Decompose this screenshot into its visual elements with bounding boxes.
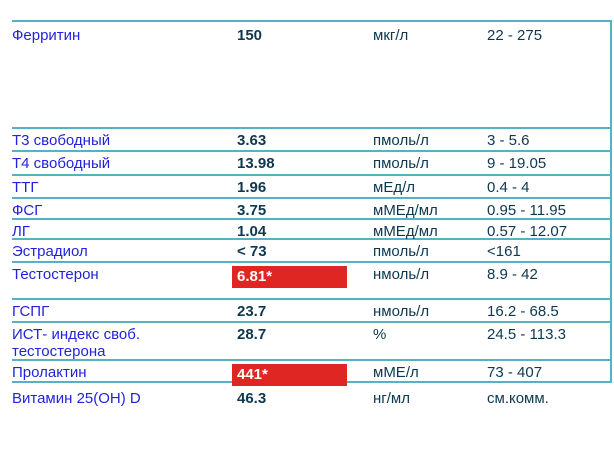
analyte-value: 3.75 — [237, 202, 267, 219]
table-row: ТТГ 1.96 мЕд/л 0.4 - 4 — [12, 174, 610, 197]
table-row: ИСТ- индекс своб. тестостерона 28.7% 24.5 … — [12, 321, 610, 360]
analyte-unit: мМЕд/мл — [373, 223, 438, 240]
analyte-value: 150 — [237, 27, 263, 44]
analyte-reference-range: 3 - 5.6 — [487, 132, 530, 149]
analyte-reference-range: 24.5 - 113.3 — [487, 326, 566, 343]
analyte-reference-range: 22 - 275 — [487, 27, 543, 44]
table-row: Тестостерон 6.81* нмоль/л 8.9 - 42 — [12, 261, 610, 298]
analyte-name: Ферритин — [12, 27, 81, 44]
analyte-value: < 73 — [237, 243, 267, 260]
lab-results-table: Ферритин 150 мкг/л 22 - 275 Т3 свободный 3.63… — [12, 20, 612, 413]
analyte-name: Тестостерон — [12, 266, 99, 283]
abnormal-value-highlight: 6.81* — [232, 266, 347, 288]
analyte-name: ИСТ- индекс своб. тестостерона — [12, 326, 140, 360]
analyte-unit: мкг/л — [373, 27, 409, 44]
analyte-value: 23.7 — [237, 303, 267, 320]
analyte-unit: пмоль/л — [373, 132, 429, 149]
analyte-unit: мМЕ/л — [373, 364, 419, 381]
analyte-unit: мЕд/л — [373, 179, 415, 196]
analyte-reference-range: 0.95 - 11.95 — [487, 202, 566, 219]
results-table-tail: Витамин 25(ОН) D 46.3 нг/мл см.комм. — [12, 383, 612, 413]
analyte-value: 1.96 — [237, 179, 267, 196]
analyte-value: 28.7 — [237, 326, 267, 343]
analyte-unit: мМЕд/мл — [373, 202, 438, 219]
analyte-unit: % — [373, 326, 387, 343]
abnormal-value-highlight: 441* — [232, 364, 347, 386]
analyte-value: 3.63 — [237, 132, 267, 149]
table-row: ЛГ 1.04 мМЕд/мл 0.57 - 12.07 — [12, 218, 610, 240]
analyte-value: 441* — [232, 364, 373, 386]
results-table-body: Ферритин 150 мкг/л 22 - 275 Т3 свободный 3.63… — [12, 20, 612, 386]
table-row: Т3 свободный 3.63 пмоль/л 3 - 5.6 — [12, 127, 610, 150]
analyte-reference-range: <161 — [487, 243, 521, 260]
analyte-reference-range: 16.2 - 68.5 — [487, 303, 559, 320]
analyte-unit: пмоль/л — [373, 243, 429, 260]
analyte-name: Т3 свободный — [12, 132, 111, 149]
analyte-reference-range: 0.57 - 12.07 — [487, 223, 568, 240]
analyte-value: 6.81* — [232, 266, 373, 288]
table-row: Витамин 25(ОН) D 46.3 нг/мл см.комм. — [12, 383, 612, 413]
table-row: Пролактин 441* мМЕ/л 73 - 407 — [12, 359, 610, 386]
analyte-value: 13.98 — [237, 155, 275, 172]
analyte-name: ТТГ — [12, 179, 39, 196]
analyte-reference-range: 0.4 - 4 — [487, 179, 530, 196]
analyte-name: Т4 свободный — [12, 155, 111, 172]
analyte-unit: нмоль/л — [373, 303, 430, 320]
analyte-reference-range: 73 - 407 — [487, 364, 543, 381]
analyte-reference-range: 9 - 19.05 — [487, 155, 547, 172]
analyte-name: ГСПГ — [12, 303, 50, 320]
analyte-reference-range: см.комм. — [487, 390, 549, 407]
analyte-name: Эстрадиол — [12, 243, 88, 260]
analyte-reference-range: 8.9 - 42 — [487, 266, 538, 283]
analyte-unit: пмоль/л — [373, 155, 429, 172]
table-row: ГСПГ 23.7 нмоль/л 16.2 - 68.5 — [12, 298, 610, 321]
table-row: Эстрадиол < 73 пмоль/л <161 — [12, 238, 610, 261]
analyte-value: 46.3 — [237, 390, 267, 407]
table-row: Т4 свободный 13.98 пмоль/л 9 - 19.05 — [12, 150, 610, 174]
analyte-name: ФСГ — [12, 202, 43, 219]
analyte-value: 1.04 — [237, 223, 267, 240]
analyte-unit: нмоль/л — [373, 266, 430, 283]
analyte-name: ЛГ — [12, 223, 30, 240]
table-row: ФСГ 3.75 мМЕд/мл 0.95 - 11.95 — [12, 197, 610, 219]
analyte-name: Витамин 25(ОН) D — [12, 390, 141, 407]
analyte-unit: нг/мл — [373, 390, 410, 407]
table-row: Ферритин 150 мкг/л 22 - 275 — [12, 22, 610, 127]
analyte-name: Пролактин — [12, 364, 87, 381]
